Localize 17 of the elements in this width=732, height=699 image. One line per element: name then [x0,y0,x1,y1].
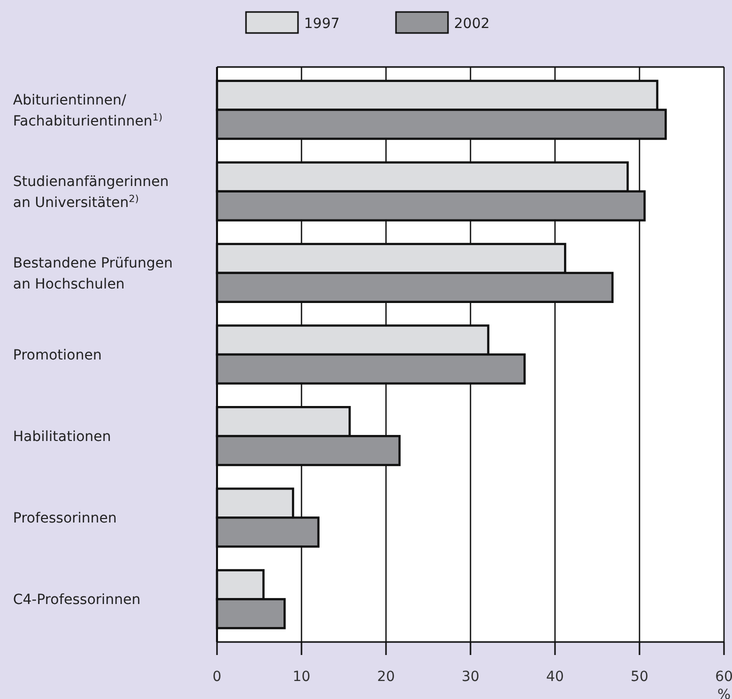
y-tick-label: Studienanfängerinnen an Universitäten$^{2)}$ [13,174,169,211]
x-tick-label: 60 [715,669,732,685]
x-tick-label: 0 [212,669,222,685]
y-tick-label: Professorinnen [13,510,117,527]
x-tick-label: 50 [630,669,648,685]
legend-label: 2002 [454,16,490,32]
y-tick-label: Promotionen [13,348,102,364]
x-axis-title: % [717,687,731,699]
y-tick-label: Habilitationen [13,429,112,446]
y-tick-label: C4-Professorinnen [13,592,141,608]
y-tick-label: Bestandene Prüfungen an Hochschulen [13,255,173,292]
y-tick-label: Abiturientinnen/ Fachabiturientinnen$^{1)}$ [13,92,162,130]
legend-label: 1997 [304,16,340,32]
x-tick-label: 10 [292,669,310,685]
x-tick-label: 40 [546,669,564,685]
x-tick-label: 20 [377,669,395,685]
x-tick-label: 30 [462,669,480,685]
